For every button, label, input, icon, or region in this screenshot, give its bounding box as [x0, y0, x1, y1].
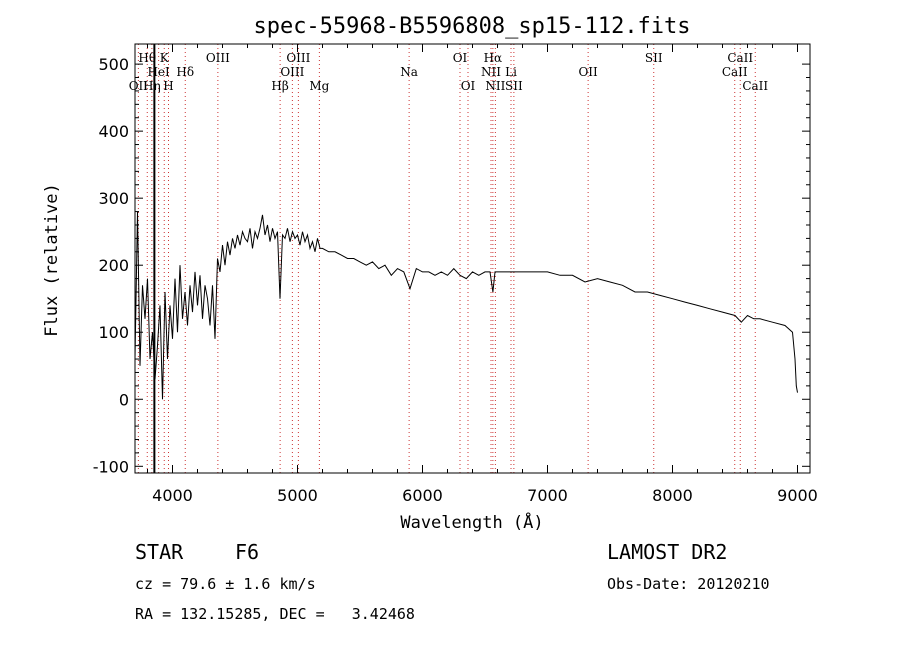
- y-tick-label: 100: [98, 323, 129, 342]
- emission-line-label: OII: [578, 65, 598, 79]
- x-tick-label: 7000: [527, 486, 568, 505]
- y-axis-ticks: -100 0 100 200 300 400 500: [93, 55, 810, 476]
- x-axis-ticks: 4000 5000 6000 7000 8000 9000: [147, 44, 818, 505]
- y-tick-label: 500: [98, 55, 129, 74]
- y-tick-label: 400: [98, 122, 129, 141]
- y-tick-label: 200: [98, 256, 129, 275]
- emission-line-label: Hβ: [271, 79, 288, 93]
- x-tick-label: 6000: [402, 486, 443, 505]
- y-tick-label: 300: [98, 189, 129, 208]
- chart-title: spec-55968-B5596808_sp15-112.fits: [253, 14, 690, 39]
- y-tick-label: 0: [119, 390, 129, 409]
- emission-line-label: OIII: [206, 51, 230, 65]
- emission-line-marks: [137, 44, 756, 473]
- emission-line-label: Mg: [309, 79, 329, 93]
- emission-line-label: SII: [645, 51, 663, 65]
- emission-line-label: NII: [485, 79, 505, 93]
- emission-line-label: CaII: [727, 51, 753, 65]
- object-subclass: F6: [235, 540, 260, 564]
- emission-line-label: Li: [505, 65, 517, 79]
- x-tick-label: 4000: [152, 486, 193, 505]
- x-tick-label: 5000: [277, 486, 318, 505]
- emission-line-label: Hδ: [176, 65, 194, 79]
- emission-line-label: H: [163, 79, 173, 93]
- emission-line-label: OI: [453, 51, 468, 65]
- x-tick-label: 8000: [652, 486, 693, 505]
- object-class: STAR: [135, 540, 184, 564]
- emission-line-label: CaII: [742, 79, 768, 93]
- emission-line-label: OI: [461, 79, 476, 93]
- y-axis-label: Flux (relative): [42, 183, 62, 337]
- emission-line-label: K: [160, 51, 170, 65]
- emission-line-label: SII: [505, 79, 523, 93]
- x-axis-label: Wavelength (Å): [400, 511, 543, 533]
- emission-line-label: OII: [129, 79, 149, 93]
- x-tick-label: 9000: [777, 486, 818, 505]
- emission-line-label: OIII: [286, 51, 310, 65]
- emission-line-label: Hη: [143, 79, 161, 93]
- y-tick-label: -100: [93, 457, 129, 476]
- emission-line-label: Hθ: [138, 51, 156, 65]
- plot-frame: [134, 43, 811, 474]
- emission-line-label: HeI: [147, 65, 170, 79]
- emission-line-label: CaII: [722, 65, 748, 79]
- obs-date: Obs-Date: 20120210: [607, 575, 770, 593]
- survey-name: LAMOST DR2: [607, 540, 728, 564]
- spectrum-line: [134, 211, 798, 400]
- coordinates: RA = 132.15285, DEC = 3.42468: [135, 605, 415, 623]
- emission-line-label: OIII: [280, 65, 304, 79]
- emission-line-label: NII: [481, 65, 501, 79]
- redshift-readout: cz = 79.6 ± 1.6 km/s: [135, 575, 316, 593]
- emission-line-label: Hα: [484, 51, 503, 65]
- emission-line-label: Na: [400, 65, 418, 79]
